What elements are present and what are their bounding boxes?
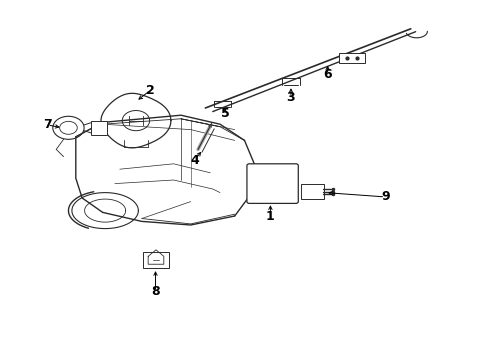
FancyBboxPatch shape bbox=[338, 53, 365, 63]
Text: 4: 4 bbox=[190, 154, 199, 167]
FancyBboxPatch shape bbox=[142, 252, 169, 268]
FancyBboxPatch shape bbox=[301, 184, 323, 199]
FancyBboxPatch shape bbox=[246, 164, 298, 203]
Text: 8: 8 bbox=[151, 285, 160, 298]
Text: 2: 2 bbox=[146, 84, 155, 96]
Text: 7: 7 bbox=[43, 118, 52, 131]
Text: 3: 3 bbox=[286, 91, 295, 104]
Text: 9: 9 bbox=[380, 190, 389, 203]
Text: 5: 5 bbox=[220, 107, 229, 120]
Text: 1: 1 bbox=[265, 210, 274, 223]
Text: 6: 6 bbox=[323, 68, 331, 81]
FancyBboxPatch shape bbox=[91, 121, 106, 135]
